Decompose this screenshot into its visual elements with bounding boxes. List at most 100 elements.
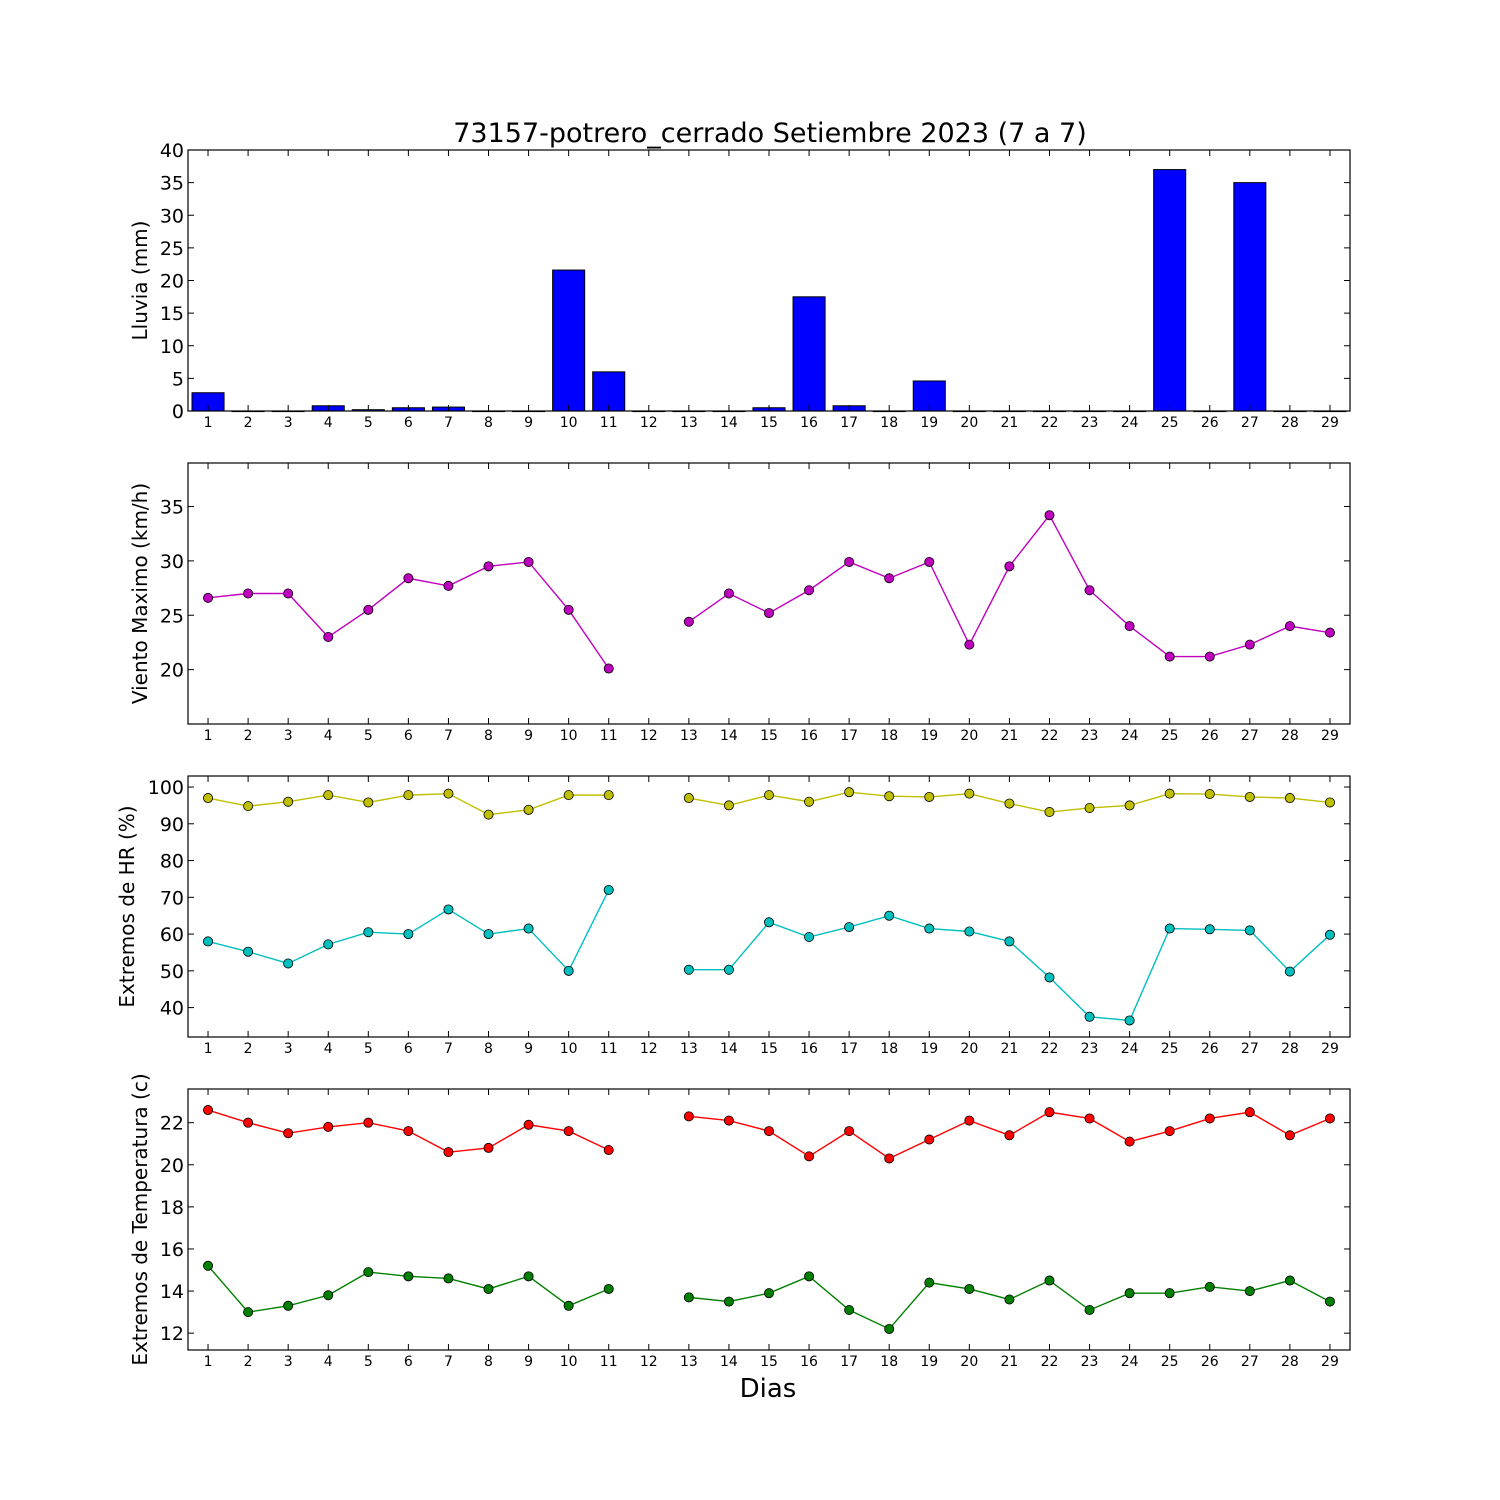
x-tick-label: 23 — [1081, 1354, 1099, 1370]
x-tick-label: 16 — [800, 1354, 818, 1370]
y-tick-label: 14 — [160, 1281, 184, 1303]
series-1-point-day-16 — [804, 796, 815, 807]
series-1-line-2 — [688, 513, 1331, 658]
x-tick-label: 24 — [1121, 1354, 1139, 1370]
x-tick-label: 25 — [1161, 1041, 1179, 1057]
x-tick-label: 10 — [560, 415, 578, 431]
y-tick-label: 40 — [160, 140, 184, 162]
x-tick-label: 3 — [284, 1354, 293, 1370]
series-2-point-day-10 — [563, 965, 574, 976]
series-1-point-day-21 — [1004, 561, 1015, 572]
x-tick-label: 4 — [324, 415, 333, 431]
x-tick-label: 10 — [560, 1041, 578, 1057]
x-tick-label: 24 — [1121, 728, 1139, 744]
x-tick-label: 22 — [1041, 728, 1059, 744]
x-tick-label: 26 — [1201, 728, 1219, 744]
series-1-point-day-4 — [323, 632, 334, 643]
bar-day-11 — [592, 371, 626, 412]
x-tick-label: 18 — [880, 1354, 898, 1370]
y-tick-label: 16 — [160, 1239, 184, 1261]
x-tick-label: 23 — [1081, 1041, 1099, 1057]
x-tick-label: 11 — [600, 728, 618, 744]
y-tick-label: 15 — [160, 303, 184, 325]
series-2-point-day-11 — [603, 884, 614, 895]
series-2-point-day-22 — [1044, 1275, 1055, 1286]
series-1-point-day-15 — [764, 790, 775, 801]
series-1-point-day-4 — [323, 1121, 334, 1132]
x-tick-label: 23 — [1081, 728, 1099, 744]
x-tick-label: 17 — [840, 728, 858, 744]
y-axis-label: Extremos de HR (%) — [115, 805, 139, 1007]
series-2-point-day-14 — [723, 964, 734, 975]
y-tick-label: 35 — [160, 497, 184, 519]
series-2-point-day-20 — [964, 926, 975, 937]
series-1-point-day-26 — [1204, 789, 1215, 800]
x-tick-label: 1 — [204, 728, 213, 744]
series-1-point-day-23 — [1084, 802, 1095, 813]
series-1-point-day-10 — [563, 1126, 574, 1137]
x-tick-label: 6 — [404, 728, 413, 744]
y-tick-label: 12 — [160, 1323, 184, 1345]
x-tick-label: 12 — [640, 1041, 658, 1057]
x-tick-label: 17 — [840, 1354, 858, 1370]
series-2-point-day-18 — [884, 910, 895, 921]
series-1-point-day-7 — [443, 1147, 454, 1158]
x-tick-label: 24 — [1121, 415, 1139, 431]
y-axis-label: Viento Maximo (km/h) — [128, 483, 152, 704]
series-1-point-day-10 — [563, 790, 574, 801]
bar-day-27 — [1233, 182, 1267, 412]
series-2-point-day-23 — [1084, 1305, 1095, 1316]
x-tick-label: 29 — [1321, 1354, 1339, 1370]
series-1-point-day-22 — [1044, 1107, 1055, 1118]
y-tick-label: 40 — [160, 998, 184, 1020]
series-2-point-day-25 — [1164, 923, 1175, 934]
series-1-point-day-19 — [924, 1134, 935, 1145]
series-2-point-day-28 — [1284, 966, 1295, 977]
x-tick-label: 8 — [484, 1354, 493, 1370]
x-tick-label: 1 — [204, 415, 213, 431]
x-tick-label: 28 — [1281, 1041, 1299, 1057]
y-tick-label: 90 — [160, 814, 184, 836]
series-1-point-day-7 — [443, 580, 454, 591]
x-tick-label: 10 — [560, 1354, 578, 1370]
series-2-point-day-16 — [804, 932, 815, 943]
y-tick-label: 50 — [160, 961, 184, 983]
series-2-point-day-6 — [403, 929, 414, 940]
x-tick-label: 8 — [484, 1041, 493, 1057]
series-2-point-day-23 — [1084, 1011, 1095, 1022]
x-tick-label: 3 — [284, 415, 293, 431]
y-tick-label: 30 — [160, 205, 184, 227]
bar-day-25 — [1153, 169, 1187, 412]
series-1-point-day-24 — [1124, 800, 1135, 811]
x-tick-label: 29 — [1321, 415, 1339, 431]
series-1-point-day-28 — [1284, 1130, 1295, 1141]
x-tick-label: 19 — [920, 1041, 938, 1057]
series-1-point-day-11 — [603, 790, 614, 801]
series-2-point-day-19 — [924, 1277, 935, 1288]
series-2-point-day-26 — [1204, 1281, 1215, 1292]
series-1-point-day-20 — [964, 788, 975, 799]
x-tick-label: 25 — [1161, 415, 1179, 431]
x-tick-label: 25 — [1161, 1354, 1179, 1370]
series-1-point-day-13 — [683, 616, 694, 627]
series-1-point-day-25 — [1164, 788, 1175, 799]
x-tick-label: 19 — [920, 415, 938, 431]
series-2-point-day-4 — [323, 1290, 334, 1301]
x-tick-label: 20 — [960, 1354, 978, 1370]
series-2-point-day-18 — [884, 1323, 895, 1334]
x-tick-label: 9 — [524, 1354, 533, 1370]
series-2-point-day-1 — [203, 936, 214, 947]
y-tick-label: 20 — [160, 660, 184, 682]
x-tick-label: 28 — [1281, 415, 1299, 431]
x-tick-label: 8 — [484, 728, 493, 744]
x-tick-label: 20 — [960, 1041, 978, 1057]
series-1-point-day-17 — [844, 1126, 855, 1137]
series-2-point-day-21 — [1004, 1294, 1015, 1305]
series-1-point-day-26 — [1204, 1113, 1215, 1124]
y-tick-label: 25 — [160, 238, 184, 260]
x-tick-label: 28 — [1281, 728, 1299, 744]
y-tick-label: 30 — [160, 551, 184, 573]
x-tick-label: 13 — [680, 1354, 698, 1370]
